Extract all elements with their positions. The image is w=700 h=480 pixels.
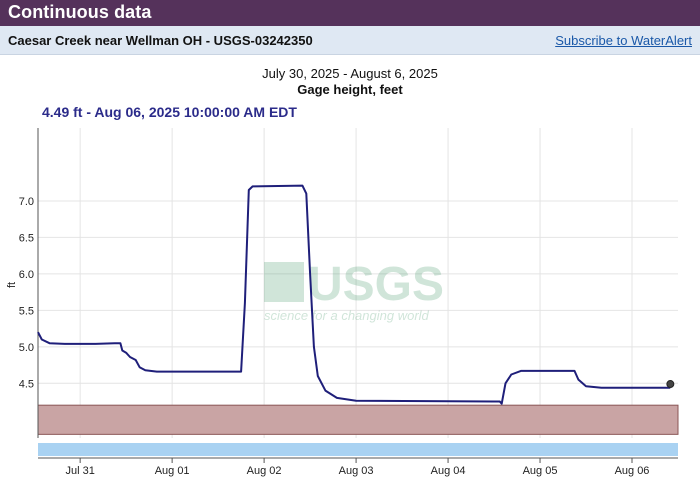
gage-height-series-line [37, 184, 671, 405]
chart-parameter-title: Gage height, feet [297, 82, 403, 97]
x-tick-label: Aug 03 [339, 465, 374, 477]
site-name: Caesar Creek near Wellman OH - USGS-0324… [8, 33, 313, 48]
x-tick-label: Aug 01 [155, 465, 190, 477]
svg-text:science for a changing world: science for a changing world [264, 308, 430, 323]
flood-stage-band [37, 404, 679, 435]
app-header: Continuous data [0, 0, 700, 26]
svg-text:USGS: USGS [308, 258, 444, 311]
y-tick-label: 6.0 [19, 269, 34, 281]
y-tick-label: 5.0 [19, 342, 34, 354]
cursor-readout: 4.49 ft - Aug 06, 2025 10:00:00 AM EDT [42, 104, 297, 120]
x-tick-label: Aug 06 [615, 465, 650, 477]
x-tick-label: Aug 05 [523, 465, 558, 477]
y-tick-label: 4.5 [19, 378, 34, 390]
page-title: Continuous data [8, 2, 152, 22]
x-tick-label: Jul 31 [65, 465, 94, 477]
x-tick-label: Aug 04 [431, 465, 466, 477]
site-bar: Caesar Creek near Wellman OH - USGS-0324… [0, 26, 700, 55]
y-tick-label: 6.5 [19, 232, 34, 244]
low-flow-band [38, 443, 678, 456]
x-tick-label: Aug 02 [247, 465, 282, 477]
highlight-point [666, 380, 675, 389]
y-tick-label: 5.5 [19, 305, 34, 317]
subscribe-wateralert-link[interactable]: Subscribe to WaterAlert [555, 33, 692, 48]
y-tick-label: 7.0 [19, 196, 34, 208]
chart-date-range: July 30, 2025 - August 6, 2025 [262, 66, 438, 81]
